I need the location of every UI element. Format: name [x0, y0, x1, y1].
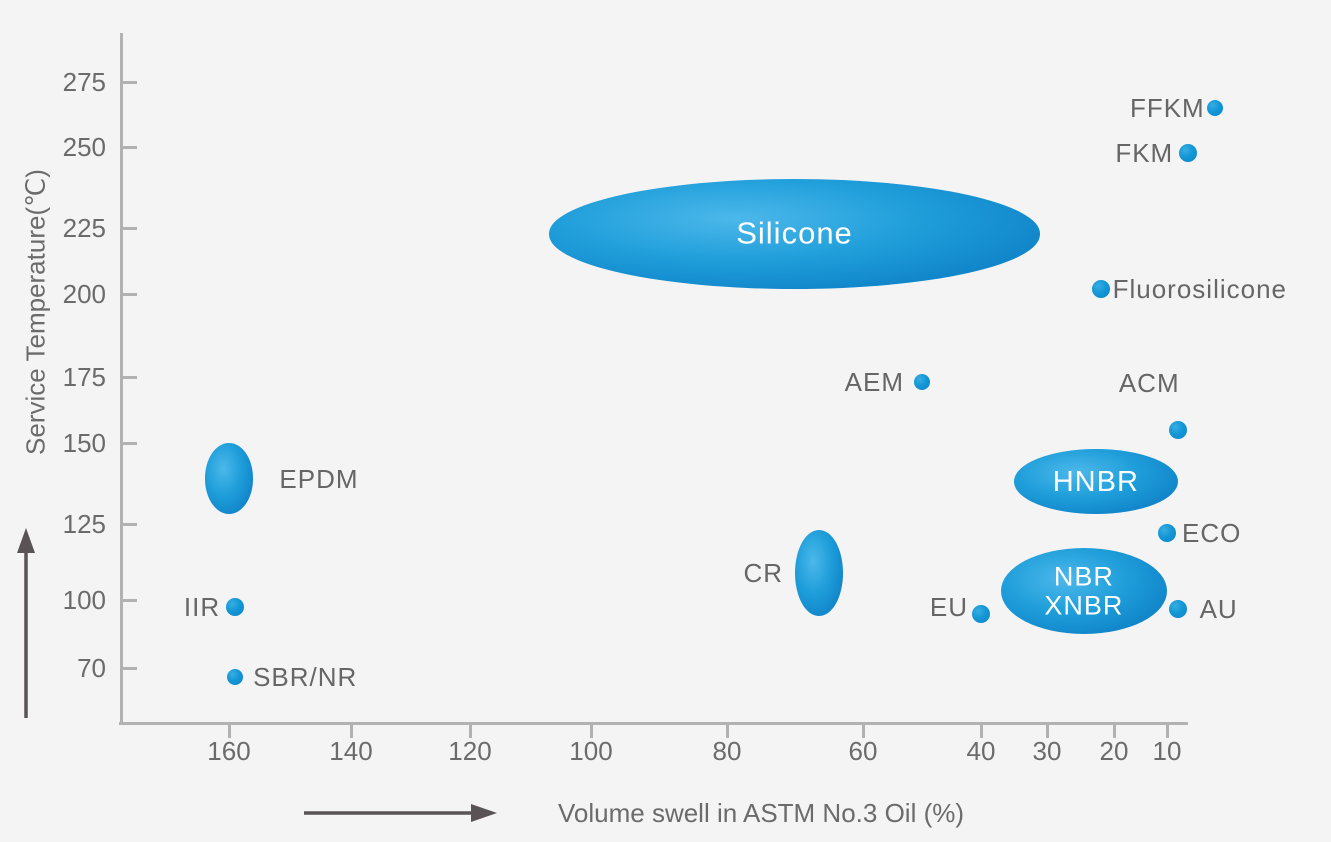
point-sbr-nr — [227, 669, 244, 686]
x-tick — [469, 725, 472, 738]
right-arrow-icon — [304, 804, 497, 822]
x-tick — [1046, 725, 1049, 738]
point-silicone — [548, 179, 1041, 289]
y-tick-label: 150 — [62, 428, 106, 458]
x-tick-label: 120 — [448, 736, 492, 766]
label-aem: AEM — [844, 367, 904, 398]
point-cr — [795, 530, 843, 616]
y-tick-label: 250 — [62, 132, 106, 162]
label-eco: ECO — [1182, 518, 1242, 549]
x-tick-label: 80 — [712, 736, 742, 766]
label-acm: ACM — [1118, 367, 1180, 398]
y-axis-line — [120, 33, 123, 724]
label-au: AU — [1199, 594, 1238, 625]
label-epdm: EPDM — [279, 463, 359, 494]
point-nbr-xnbr — [1000, 548, 1167, 634]
point-eu — [972, 604, 990, 623]
y-tick-label: 70 — [77, 653, 106, 683]
x-tick — [228, 725, 231, 738]
y-tick — [123, 599, 137, 602]
point-iir — [226, 597, 245, 616]
y-tick — [123, 146, 137, 149]
point-hnbr — [1014, 449, 1178, 515]
x-tick-label: 60 — [848, 736, 878, 766]
x-tick — [350, 725, 353, 738]
x-tick — [590, 725, 593, 738]
point-epdm — [204, 443, 254, 515]
label-silicone: Silicone — [736, 215, 853, 251]
y-axis-title: Service Temperature(℃) — [20, 169, 51, 455]
y-tick-label: 100 — [62, 585, 106, 615]
y-tick — [123, 293, 137, 296]
point-ffkm — [1206, 100, 1223, 116]
y-tick-label: 125 — [62, 509, 106, 539]
y-tick-label: 175 — [62, 362, 106, 392]
point-acm — [1168, 420, 1187, 439]
label-hnbr: HNBR — [1052, 465, 1139, 498]
label-fkm: FKM — [1115, 138, 1174, 169]
point-eco — [1158, 524, 1176, 543]
y-tick — [123, 523, 137, 526]
x-tick-label: 30 — [1032, 736, 1062, 766]
x-tick-label: 20 — [1099, 736, 1129, 766]
label-iir: IIR — [183, 591, 221, 622]
y-tick — [123, 667, 137, 670]
y-tick — [123, 442, 137, 445]
y-tick — [123, 376, 137, 379]
label-sbr-nr: SBR/NR — [253, 662, 358, 693]
x-tick — [862, 725, 865, 738]
x-tick-label: 140 — [329, 736, 373, 766]
label-fluorosilicone: Fluorosilicone — [1112, 273, 1287, 304]
y-tick — [123, 81, 137, 84]
x-tick-label: 10 — [1152, 736, 1182, 766]
point-au — [1168, 600, 1187, 619]
y-tick-label: 200 — [62, 279, 106, 309]
label-ffkm: FFKM — [1129, 93, 1205, 123]
y-tick-label: 275 — [62, 67, 106, 97]
label-nbr-xnbr: NBR XNBR — [1044, 561, 1124, 621]
x-axis-title: Volume swell in ASTM No.3 Oil (%) — [558, 798, 965, 828]
x-tick — [1113, 725, 1116, 738]
x-axis-line — [119, 722, 1188, 725]
x-tick-label: 40 — [966, 736, 996, 766]
label-cr: CR — [743, 557, 783, 588]
y-tick-label: 225 — [62, 213, 106, 243]
up-arrow-icon — [17, 528, 35, 718]
x-tick — [1166, 725, 1169, 738]
point-fluorosilicone — [1091, 279, 1110, 298]
y-tick — [123, 227, 137, 230]
x-tick — [726, 725, 729, 738]
point-fkm — [1179, 144, 1198, 163]
label-eu: EU — [929, 591, 968, 622]
x-tick-label: 100 — [569, 736, 613, 766]
x-tick — [980, 725, 983, 738]
x-tick-label: 160 — [207, 736, 251, 766]
point-aem — [914, 374, 930, 391]
